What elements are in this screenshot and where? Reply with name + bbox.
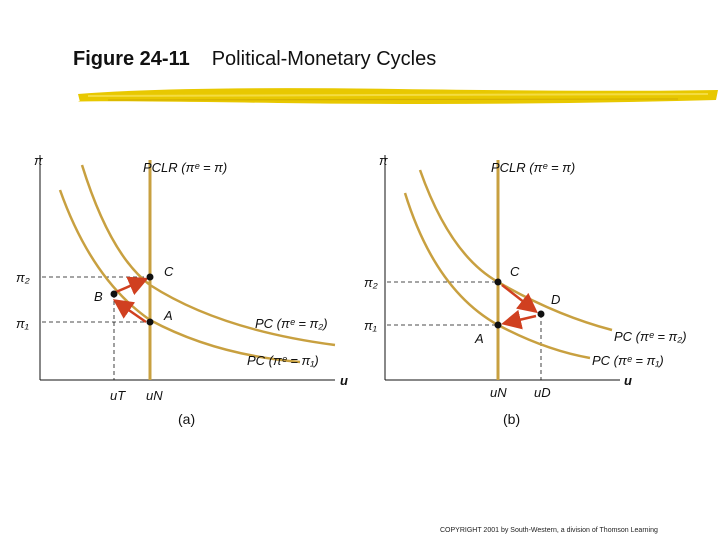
panel-b-y-axis-label: π — [379, 153, 388, 168]
panel-a-uN-label: uN — [146, 388, 163, 403]
copyright-notice: COPYRIGHT 2001 by South-Western, a divis… — [440, 527, 658, 534]
panel-a-pc-pi2-curve — [80, 164, 336, 347]
panel-b-uN-label: uN — [490, 385, 507, 400]
figure-title: Figure 24-11 Political-Monetary Cycles — [73, 48, 436, 71]
figure-title-text: Political-Monetary Cycles — [211, 48, 437, 70]
panel-b-x-axis-label: u — [624, 373, 632, 388]
panel-a-pc1-label: PC (πᵉ = π₁) — [247, 353, 319, 368]
panel-a-y-axis-label: π — [34, 153, 43, 168]
panel-a-arrow-a-to-b — [112, 299, 147, 324]
panel-a-pc2-label: PC (πᵉ = π₂) — [255, 316, 328, 331]
panel-b-point-a — [494, 321, 502, 329]
panel-a: π u π₂ π₁ PCLR (πᵉ = π) PC (πᵉ = π₂) PC … — [16, 153, 348, 427]
panel-b-uD-label: uD — [534, 385, 551, 400]
panel-b-pc2-label: PC (πᵉ = π₂) — [614, 329, 687, 344]
panel-a-x-axis-label: u — [340, 373, 348, 388]
panel-b-pi1-label: π₁ — [364, 318, 377, 333]
figure-number: Figure 24-11 — [73, 48, 190, 70]
title-underline-brush — [78, 88, 718, 104]
panel-b-lrpc-label: PCLR (πᵉ = π) — [491, 160, 575, 175]
panel-b-arrow-d-to-a — [501, 309, 537, 330]
panel-a-point-a — [146, 318, 154, 326]
panel-a-point-b — [110, 290, 118, 298]
panel-a-point-c-label: C — [164, 264, 174, 279]
panel-a-pi1-label: π₁ — [16, 316, 29, 331]
panel-a-arrow-b-to-c — [115, 276, 149, 296]
panel-a-point-a-label: A — [163, 308, 173, 323]
panel-b-pc-pi1-curve — [403, 192, 591, 360]
panel-a-uT-label: uT — [110, 388, 126, 403]
panel-b-point-a-label: A — [474, 331, 484, 346]
panel-b-pc-pi2-curve — [418, 169, 613, 332]
panel-a-pi2-label: π₂ — [16, 270, 30, 285]
panel-a-lrpc-label: PCLR (πᵉ = π) — [143, 160, 227, 175]
panel-b-point-c-label: C — [510, 264, 520, 279]
panel-a-point-b-label: B — [94, 289, 103, 304]
panel-b-point-c — [494, 278, 502, 286]
panel-b-pi2-label: π₂ — [364, 275, 378, 290]
panel-a-point-c — [146, 273, 154, 281]
panel-b-pc1-label: PC (πᵉ = π₁) — [592, 353, 664, 368]
panel-b-point-d-label: D — [551, 292, 560, 307]
panel-a-caption: (a) — [178, 411, 195, 427]
panel-b: π u π₂ π₁ PCLR (πᵉ = π) PC (πᵉ = π₂) PC … — [364, 153, 687, 427]
panel-b-caption: (b) — [503, 411, 520, 427]
panel-a-pc-pi1-curve — [58, 189, 301, 364]
panel-b-arrow-c-to-d — [501, 284, 538, 314]
panel-b-point-d — [537, 310, 545, 318]
